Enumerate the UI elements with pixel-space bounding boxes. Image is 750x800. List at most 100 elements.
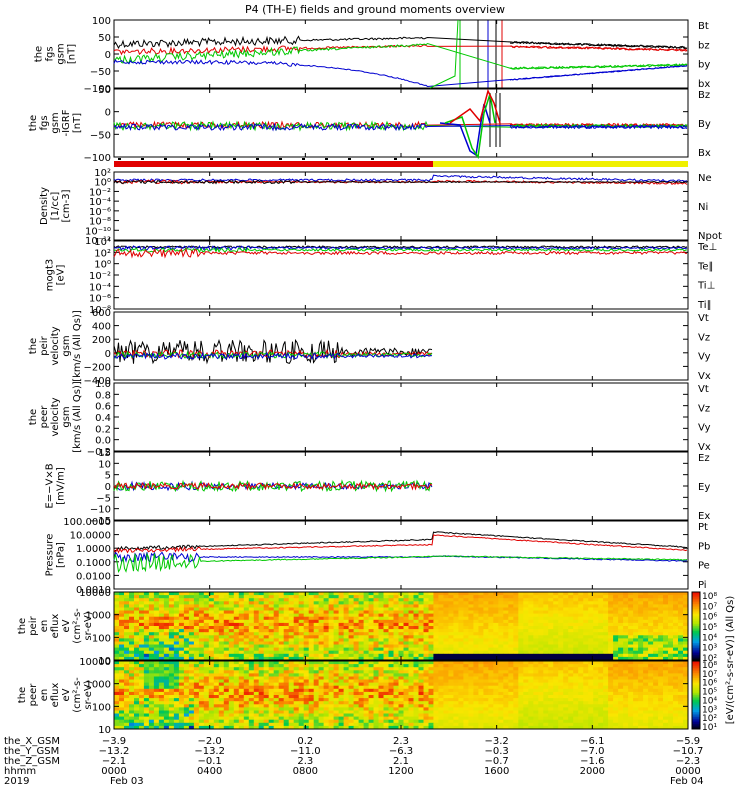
heatmap-cell xyxy=(648,685,654,690)
heatmap-cell xyxy=(663,622,669,627)
heatmap-cell xyxy=(158,685,165,690)
heatmap-cell xyxy=(129,707,135,711)
y-tick-label: −50 xyxy=(90,130,111,141)
heatmap-cell xyxy=(408,695,414,699)
heatmap-cell xyxy=(493,661,499,665)
heatmap-cell xyxy=(173,598,180,602)
heatmap-cell xyxy=(398,682,404,687)
heatmap-cell xyxy=(218,619,225,624)
heatmap-cell xyxy=(618,695,624,699)
heatmap-cell xyxy=(598,685,604,690)
heatmap-cell xyxy=(628,595,634,599)
heatmap-cell xyxy=(163,695,170,699)
heatmap-cell xyxy=(673,635,679,639)
heatmap-cell xyxy=(303,701,310,705)
heatmap-cell xyxy=(528,698,534,702)
heatmap-cell xyxy=(523,647,529,652)
heatmap-cell xyxy=(648,650,654,655)
heatmap-cell xyxy=(478,629,484,633)
heatmap-cell xyxy=(183,691,190,696)
series-black xyxy=(113,179,688,185)
heatmap-cell xyxy=(163,626,170,630)
heatmap-cell xyxy=(638,701,644,705)
heatmap-cell xyxy=(538,679,544,683)
heatmap-cell xyxy=(483,704,489,708)
heatmap-cell xyxy=(129,653,135,658)
heatmap-cell xyxy=(318,598,324,602)
heatmap-cell xyxy=(603,647,609,652)
heatmap-cell xyxy=(453,592,459,596)
heatmap-cell xyxy=(463,632,469,636)
heatmap-cell xyxy=(393,626,399,630)
heatmap-cell xyxy=(683,688,689,693)
series-black xyxy=(113,245,688,249)
heatmap-cell xyxy=(228,710,235,714)
heatmap-cell xyxy=(158,601,165,605)
heatmap-cell xyxy=(648,710,654,714)
heatmap-cell xyxy=(293,698,300,702)
heatmap-cell xyxy=(413,647,419,652)
heatmap-cell xyxy=(313,632,320,636)
heatmap-cell xyxy=(653,685,659,690)
heatmap-cell xyxy=(303,616,310,621)
y-tick-label: 0 xyxy=(105,108,111,119)
heatmap-cell xyxy=(663,647,669,652)
heatmap-cell xyxy=(223,667,230,671)
heatmap-cell xyxy=(363,650,369,655)
colorbar-cell xyxy=(692,654,700,657)
heatmap-cell xyxy=(328,644,334,648)
mode-tick xyxy=(210,158,213,160)
heatmap-cell xyxy=(398,698,404,702)
heatmap-cell xyxy=(228,691,235,696)
heatmap-cell xyxy=(548,661,554,665)
heatmap-cell xyxy=(263,713,270,717)
heatmap-cell xyxy=(483,701,489,705)
heatmap-cell xyxy=(578,670,584,674)
heatmap-cell xyxy=(683,604,689,608)
heatmap-cell xyxy=(148,701,155,705)
heatmap-cell xyxy=(124,698,130,702)
heatmap-cell xyxy=(188,667,195,671)
heatmap-cell xyxy=(129,632,135,636)
heatmap-cell xyxy=(493,650,499,655)
heatmap-cell xyxy=(653,644,659,648)
heatmap-cell xyxy=(158,629,165,633)
heatmap-cell xyxy=(548,595,554,599)
heatmap-cell xyxy=(558,691,564,696)
heatmap-cell xyxy=(613,673,619,677)
heatmap-cell xyxy=(448,661,454,665)
heatmap-cell xyxy=(568,641,574,645)
heatmap-cell xyxy=(653,661,659,665)
heatmap-cell xyxy=(533,638,539,642)
legend-entry: Npot xyxy=(698,231,722,242)
heatmap-cell xyxy=(498,641,504,645)
heatmap-cell xyxy=(423,679,429,683)
heatmap-cell xyxy=(218,632,225,636)
heatmap-cell xyxy=(628,704,634,708)
heatmap-cell xyxy=(573,679,579,683)
heatmap-cell xyxy=(503,638,509,642)
heatmap-cell xyxy=(238,676,245,680)
heatmap-cell xyxy=(368,670,374,674)
heatmap-cell xyxy=(223,626,230,630)
heatmap-cell xyxy=(638,607,644,611)
heatmap-cell xyxy=(348,664,354,668)
heatmap-cell xyxy=(658,707,664,711)
heatmap-cell xyxy=(508,604,514,608)
heatmap-cell xyxy=(358,710,364,714)
heatmap-cell xyxy=(348,638,354,642)
heatmap-cell xyxy=(488,664,494,668)
heatmap-cell xyxy=(258,604,265,608)
heatmap-cell xyxy=(633,601,639,605)
heatmap-cell xyxy=(383,595,389,599)
heatmap-cell xyxy=(143,626,150,630)
heatmap-cell xyxy=(218,661,225,665)
heatmap-cell xyxy=(393,667,399,671)
heatmap-cell xyxy=(143,710,150,714)
heatmap-cell xyxy=(218,613,225,618)
heatmap-cell xyxy=(583,635,589,639)
heatmap-cell xyxy=(438,707,444,711)
heatmap-cell xyxy=(528,656,534,661)
heatmap-cell xyxy=(253,679,260,683)
heatmap-cell xyxy=(488,688,494,693)
